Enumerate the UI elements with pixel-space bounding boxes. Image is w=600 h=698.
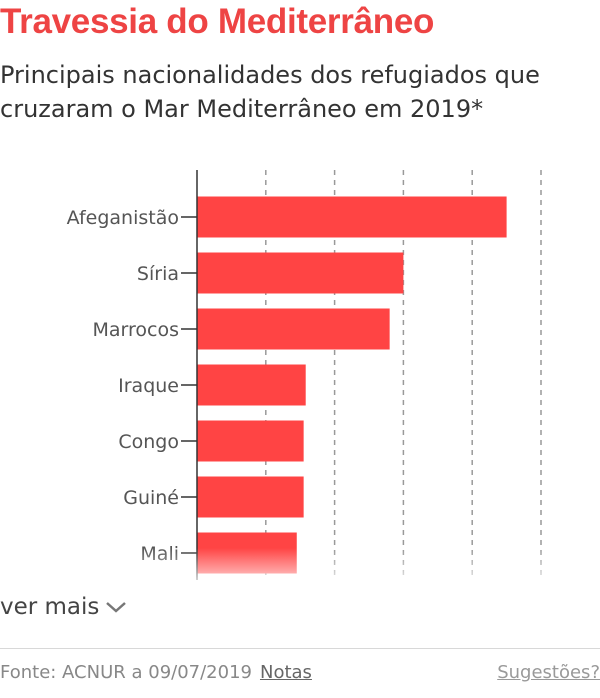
bar[interactable] (197, 476, 304, 518)
category-label: Síria (137, 263, 179, 285)
source-note: Fonte: ACNUR a 09/07/2019 Notas (0, 662, 312, 683)
footer: Fonte: ACNUR a 09/07/2019 Notas Sugestões… (0, 662, 600, 683)
footer-divider (0, 648, 600, 649)
chart-subtitle: Principais nacionalidades dos refugiados… (0, 61, 540, 123)
bar[interactable] (197, 308, 390, 350)
category-label: Congo (118, 431, 179, 453)
category-label: Marrocos (92, 319, 179, 341)
suggestions-link[interactable]: Sugestões? (497, 662, 600, 683)
bars (197, 196, 507, 574)
bar[interactable] (197, 252, 404, 294)
chart-title: Travessia do Mediterrâneo (0, 2, 435, 41)
bar[interactable] (197, 364, 306, 406)
bar[interactable] (197, 532, 297, 574)
see-more-label: ver mais (0, 594, 100, 620)
category-label: Mali (140, 543, 179, 565)
category-label: Iraque (118, 375, 179, 397)
category-label: Afeganistão (67, 207, 179, 229)
bar[interactable] (197, 196, 507, 238)
notes-link[interactable]: Notas (259, 662, 312, 683)
see-more-button[interactable]: ver mais (0, 594, 127, 620)
source-text: Fonte: ACNUR a 09/07/2019 (0, 662, 252, 683)
chevron-down-icon (106, 602, 127, 613)
category-labels: Afeganistão Síria Marrocos Iraque Congo Guiné… (67, 207, 197, 565)
bar[interactable] (197, 420, 304, 462)
bar-chart: Afeganistão Síria Marrocos Iraque Congo Guiné… (67, 170, 542, 580)
category-label: Guiné (123, 487, 179, 509)
